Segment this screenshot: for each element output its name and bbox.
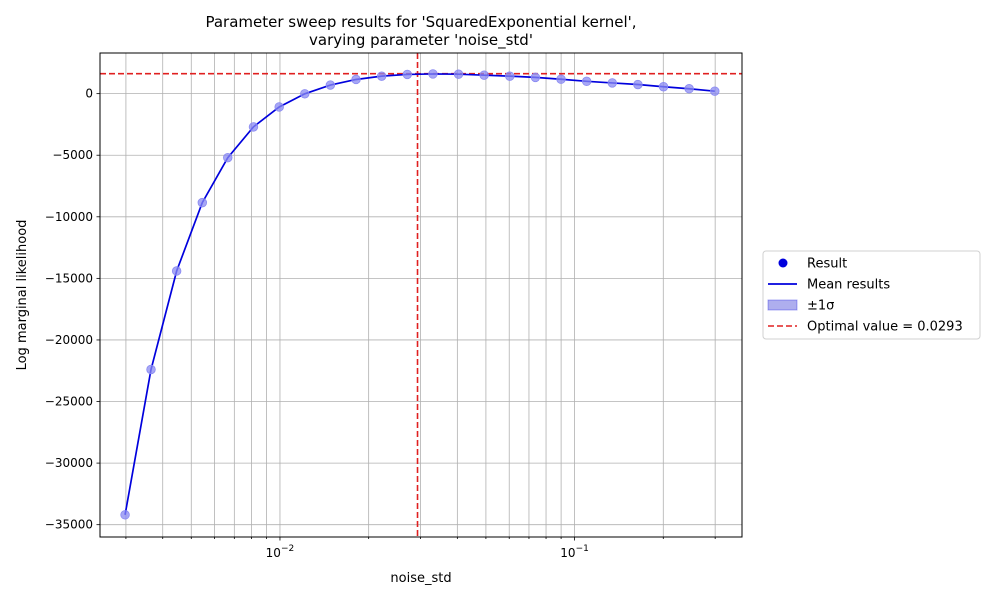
plot-frame (99, 52, 743, 538)
result-point (581, 76, 592, 87)
result-point (223, 152, 233, 163)
result-point (197, 197, 208, 208)
y-tick-label: −20000 (45, 333, 93, 347)
y-tick-label: −15000 (45, 271, 93, 285)
y-tick-label: −5000 (52, 148, 93, 162)
legend-marker-result (778, 258, 788, 268)
legend-label: Result (807, 257, 847, 272)
result-point (479, 70, 489, 80)
legend-label: Optimal value = 0.0293 (807, 320, 963, 335)
legend-frame (762, 250, 981, 340)
legend-band-sigma (767, 299, 798, 311)
result-point (453, 69, 464, 79)
mean-results-line (124, 73, 715, 515)
result-point (710, 86, 720, 96)
data-series (120, 69, 720, 520)
result-point (684, 84, 694, 94)
x-tick-label: 10−2 (266, 544, 295, 560)
result-point (120, 510, 130, 520)
result-point (300, 89, 310, 99)
y-tick-label: −25000 (45, 395, 93, 409)
y-tick-label: −35000 (45, 518, 93, 532)
optimal-reference-lines (100, 53, 742, 537)
result-point (376, 71, 387, 81)
result-point (658, 82, 669, 92)
y-tick-label: −30000 (45, 456, 93, 470)
chart-title-line2: varying parameter 'noise_std' (309, 31, 533, 50)
legend-label: ±1σ (807, 299, 834, 314)
y-tick-label: 0 (85, 87, 93, 101)
x-axis-label: noise_std (390, 571, 451, 586)
x-tick-label: 10−1 (560, 544, 589, 560)
result-point (274, 102, 284, 112)
result-point (146, 364, 156, 375)
result-point (505, 71, 515, 81)
result-point (171, 266, 182, 276)
result-point (556, 74, 566, 84)
y-tick-label: −10000 (45, 210, 93, 224)
result-point (607, 78, 617, 88)
result-point (248, 122, 259, 132)
result-point (530, 72, 541, 83)
y-axis-label: Log marginal likelihood (15, 220, 30, 371)
result-point (428, 69, 438, 79)
axis-ticks: 0 −5000 −10000 −15000 −20000 −25000 −30000 −350… (45, 87, 716, 560)
legend: Result Mean results ±1σ Optimal value = 0.0… (762, 250, 981, 340)
result-point (351, 74, 361, 85)
chart-title-line1: Parameter sweep results for 'SquaredExpo… (205, 13, 636, 31)
grid-lines (100, 53, 742, 537)
result-point (402, 69, 412, 80)
legend-label: Mean results (807, 278, 890, 293)
result-point (633, 79, 643, 90)
result-point (325, 80, 336, 90)
